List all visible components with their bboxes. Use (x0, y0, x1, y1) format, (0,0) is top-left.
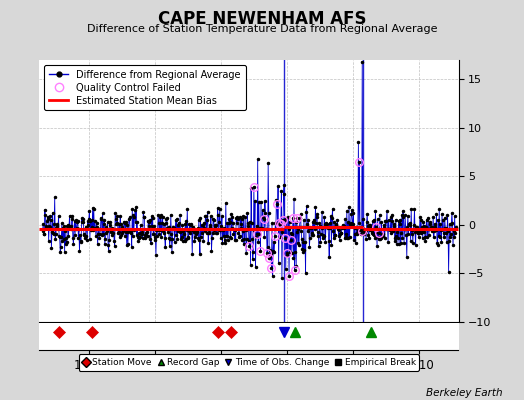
Legend: Station Move, Record Gap, Time of Obs. Change, Empirical Break: Station Move, Record Gap, Time of Obs. C… (79, 354, 419, 370)
Legend: Difference from Regional Average, Quality Control Failed, Estimated Station Mean: Difference from Regional Average, Qualit… (44, 65, 246, 110)
Text: Berkeley Earth: Berkeley Earth (427, 388, 503, 398)
Text: Difference of Station Temperature Data from Regional Average: Difference of Station Temperature Data f… (87, 24, 437, 34)
Text: CAPE NEWENHAM AFS: CAPE NEWENHAM AFS (158, 10, 366, 28)
